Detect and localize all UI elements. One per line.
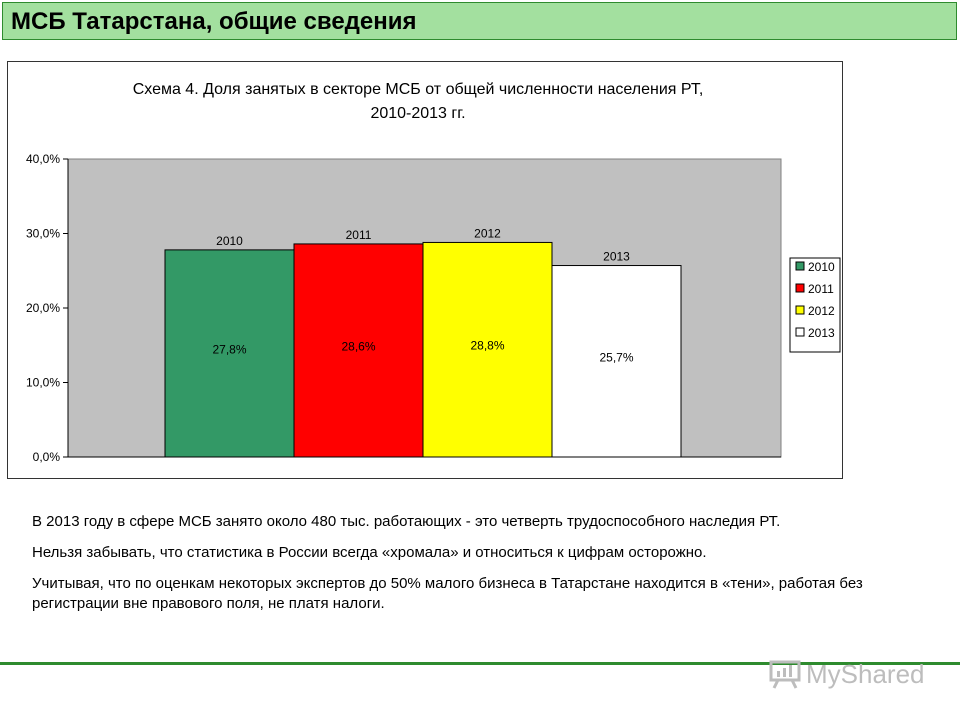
bar-category-label: 2011 [346, 228, 372, 242]
chart-frame: 0,0% 10,0% 20,0% 30,0% 40,0% 2010 27,8% 2011 28,… [7, 61, 843, 479]
bar-2013 [551, 265, 682, 458]
bar-2010 [164, 249, 295, 458]
legend-label: 2011 [808, 282, 834, 296]
legend-label: 2010 [808, 260, 835, 274]
legend-swatch [795, 283, 805, 293]
bar-value-label: 27,8% [212, 342, 246, 356]
chart-title-block: Схема 4. Доля занятых в секторе МСБ от о… [98, 78, 738, 126]
bar-value-label: 28,6% [341, 339, 375, 353]
bar-value-label: 28,8% [470, 339, 504, 353]
slide-title: МСБ Татарстана, общие сведения [11, 8, 417, 35]
legend-swatch [795, 327, 805, 337]
legend-swatch [795, 305, 805, 315]
bottom-divider [0, 662, 960, 665]
slide-title-bar: МСБ Татарстана, общие сведения [2, 2, 957, 40]
bar-category-label: 2012 [474, 226, 501, 240]
y-tick-label: 30,0% [26, 227, 60, 241]
y-tick-label: 40,0% [26, 152, 60, 166]
y-tick-label: 20,0% [26, 301, 60, 315]
bar-chart: 0,0% 10,0% 20,0% 30,0% 40,0% 2010 27,8% 2011 28,… [26, 152, 841, 464]
legend-label: 2013 [808, 326, 835, 340]
legend-label: 2012 [808, 304, 835, 318]
presentation-board-icon [769, 660, 801, 689]
legend-swatch [795, 261, 805, 271]
notes-text: В 2013 году в сфере МСБ занято около 480… [32, 512, 912, 625]
bar-value-label: 25,7% [599, 350, 633, 364]
bar-category-label: 2013 [603, 250, 630, 264]
bar-2011 [293, 243, 424, 458]
watermark-text: MyShared [806, 658, 925, 689]
watermark-logo: MyShared [768, 657, 928, 691]
y-tick-label: 0,0% [33, 450, 61, 464]
chart-subtitle: 2010-2013 гг. [370, 105, 466, 122]
chart-title: Схема 4. Доля занятых в секторе МСБ от о… [132, 81, 704, 98]
note-paragraph: Нельзя забывать, что статистика в России… [32, 544, 707, 561]
note-paragraph: В 2013 году в сфере МСБ занято около 480… [32, 513, 781, 530]
note-paragraph: Учитывая, что по оценкам некоторых экспе… [32, 575, 863, 612]
y-tick-label: 10,0% [26, 376, 60, 390]
bar-2012 [422, 241, 553, 458]
bar-category-label: 2010 [216, 234, 243, 248]
